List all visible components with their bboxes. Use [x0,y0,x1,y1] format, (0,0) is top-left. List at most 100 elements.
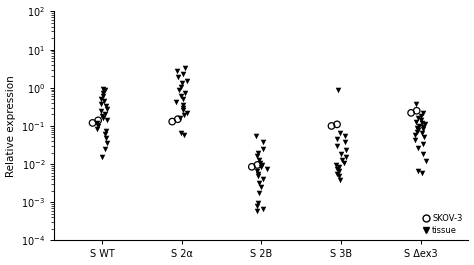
Point [174,117,182,121]
Point [176,116,184,120]
Point [94,118,102,122]
Point [93,126,100,131]
Point [333,167,341,171]
Point [419,125,426,129]
Point [335,174,343,178]
Point [420,135,428,140]
Point [254,201,261,205]
Point [415,128,422,132]
Point [335,165,342,169]
Point [102,136,110,140]
Point [419,142,427,146]
Point [179,103,187,107]
Point [333,172,340,176]
Point [418,171,425,175]
Point [180,113,188,117]
Point [253,169,261,173]
Point [341,140,348,144]
Point [101,112,109,116]
Point [411,133,419,137]
Point [255,151,262,155]
Point [94,124,101,128]
Point [89,121,96,125]
Point [98,102,105,106]
Point [168,120,176,124]
Point [418,114,425,118]
Point [412,102,419,106]
Point [103,118,110,122]
Point [263,167,271,171]
Point [255,181,263,185]
Point [173,69,181,73]
Point [103,104,110,108]
Point [98,155,106,160]
Point [414,146,422,150]
Point [259,207,267,211]
Point [173,100,180,104]
Point [343,148,350,152]
Point [333,122,341,126]
Point [333,137,340,141]
Point [336,178,344,182]
Point [179,108,187,112]
Point [177,94,185,98]
Point [255,172,262,176]
Point [412,120,420,124]
Point [259,147,267,151]
Point [414,116,422,120]
Point [254,163,261,167]
Point [178,81,186,86]
Point [253,134,260,138]
Point [341,134,348,138]
Point [101,132,109,136]
Point [183,111,191,115]
Point [414,169,422,173]
Point [101,88,109,92]
Point [258,163,266,167]
Point [334,88,341,92]
Point [254,174,261,178]
Point [179,106,187,110]
Point [181,66,189,70]
Point [343,155,350,160]
Point [413,126,420,130]
Point [255,190,262,195]
Legend: SKOV-3, tissue: SKOV-3, tissue [420,213,464,236]
Point [104,141,111,145]
Point [97,109,105,113]
Point [99,116,107,120]
Point [98,96,105,101]
Point [99,94,106,98]
Point [422,122,429,126]
Point [177,131,185,135]
Point [418,131,426,135]
Point [407,111,415,115]
Point [93,121,101,125]
Point [99,86,107,91]
Point [183,78,191,83]
Point [340,160,347,165]
Point [100,91,107,95]
Point [418,121,425,125]
Point [419,152,427,156]
Y-axis label: Relative expression: Relative expression [6,75,16,177]
Point [99,114,106,118]
Point [415,124,422,128]
Point [248,165,255,169]
Point [422,159,429,163]
Point [419,111,427,115]
Point [174,75,182,79]
Point [257,185,265,189]
Point [254,209,261,213]
Point [255,158,263,162]
Point [328,124,335,128]
Point [177,85,184,89]
Point [259,140,267,144]
Point [256,160,264,165]
Point [102,129,109,134]
Point [419,127,427,131]
Point [179,97,186,101]
Point [254,154,261,158]
Point [333,144,340,148]
Point [413,109,420,113]
